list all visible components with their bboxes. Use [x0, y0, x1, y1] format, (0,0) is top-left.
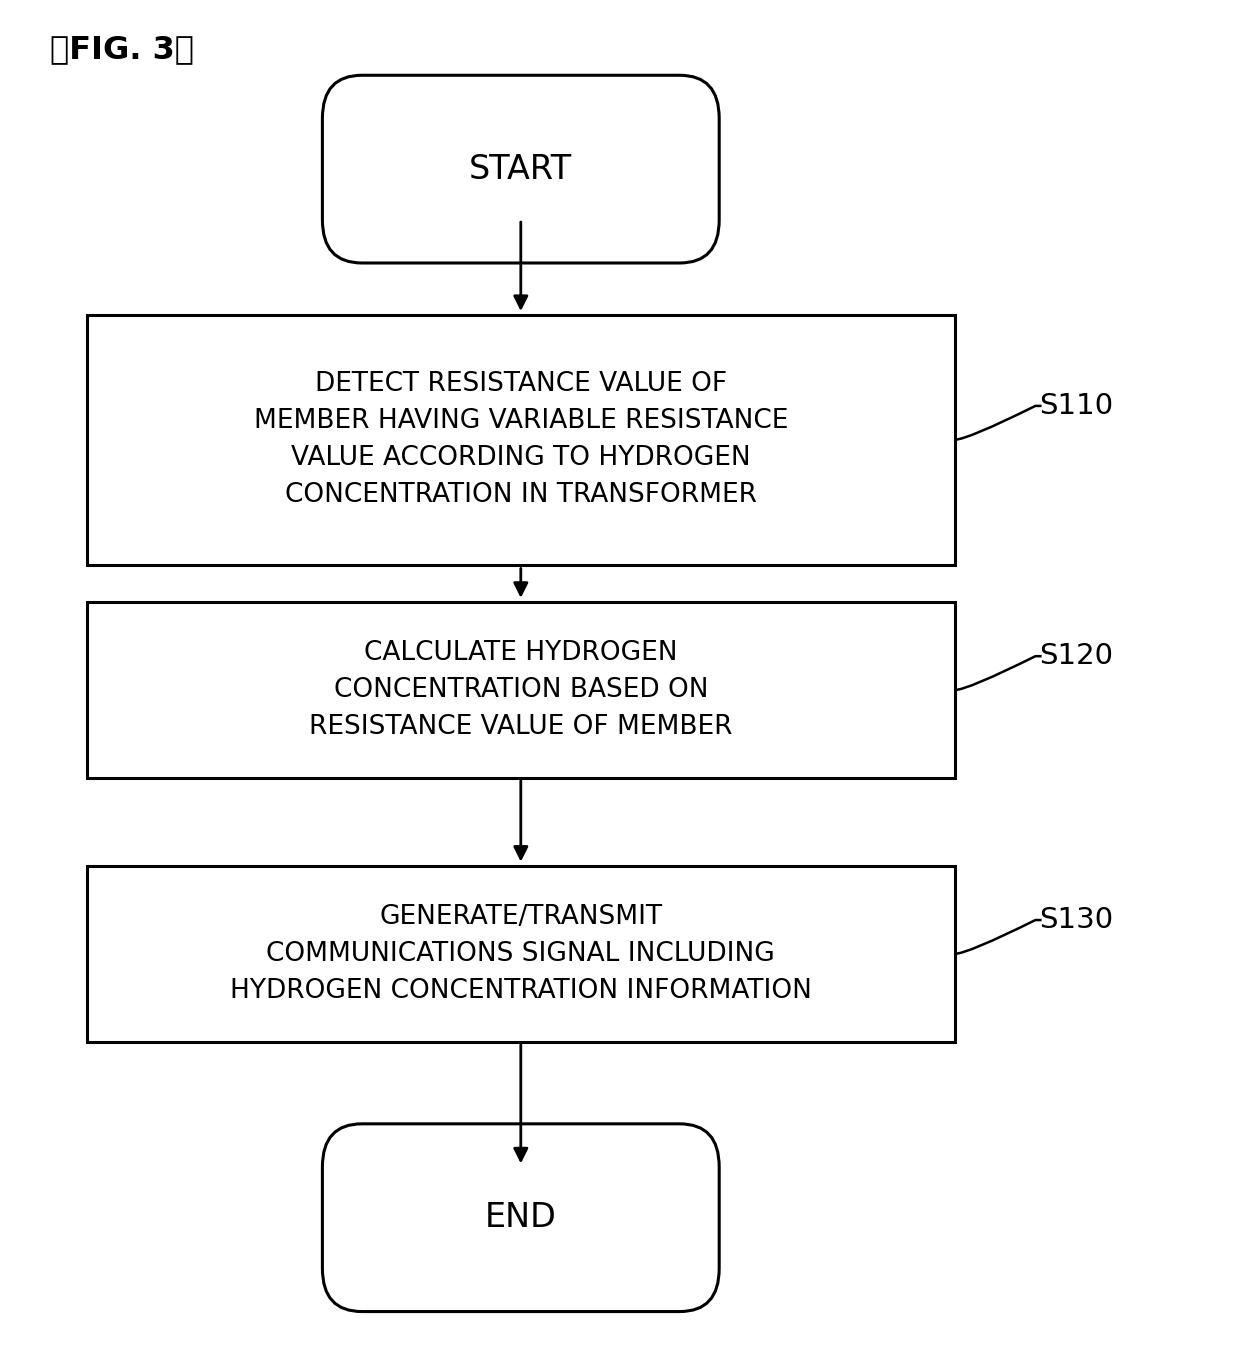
Text: CALCULATE HYDROGEN
CONCENTRATION BASED ON
RESISTANCE VALUE OF MEMBER: CALCULATE HYDROGEN CONCENTRATION BASED O… [309, 640, 733, 740]
Text: DETECT RESISTANCE VALUE OF
MEMBER HAVING VARIABLE RESISTANCE
VALUE ACCORDING TO : DETECT RESISTANCE VALUE OF MEMBER HAVING… [254, 371, 787, 509]
Text: 【FIG. 3】: 【FIG. 3】 [50, 34, 193, 65]
Text: GENERATE/TRANSMIT
COMMUNICATIONS SIGNAL INCLUDING
HYDROGEN CONCENTRATION INFORMA: GENERATE/TRANSMIT COMMUNICATIONS SIGNAL … [229, 904, 812, 1004]
Text: END: END [485, 1201, 557, 1234]
Text: START: START [469, 153, 573, 185]
Text: S130: S130 [1039, 907, 1114, 934]
Text: S110: S110 [1039, 392, 1114, 419]
FancyBboxPatch shape [87, 866, 955, 1042]
FancyBboxPatch shape [322, 76, 719, 262]
Text: S120: S120 [1039, 643, 1114, 670]
FancyBboxPatch shape [87, 315, 955, 566]
FancyBboxPatch shape [322, 1124, 719, 1311]
FancyBboxPatch shape [87, 602, 955, 778]
